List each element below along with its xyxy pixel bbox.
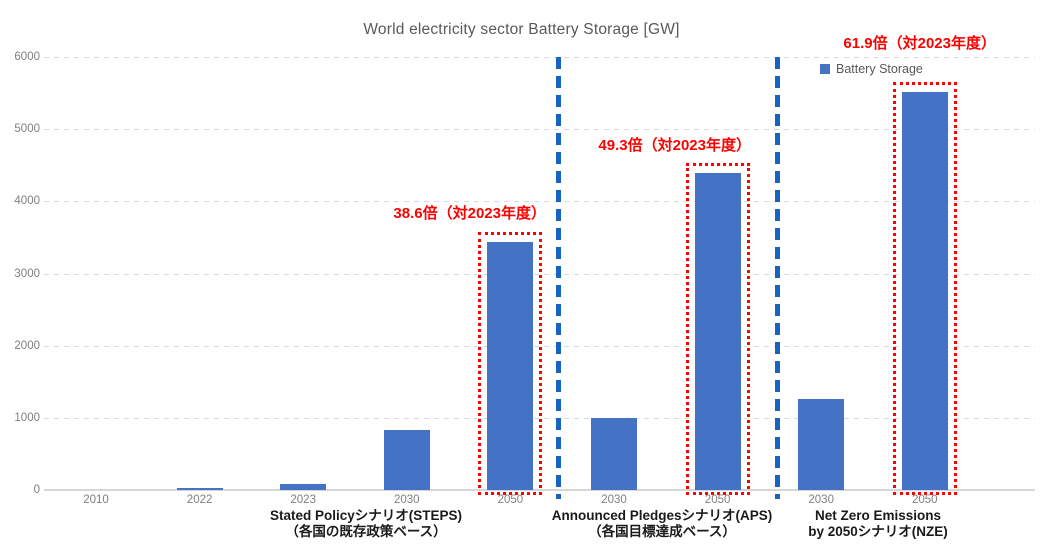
x-tick-label: 2030	[808, 494, 834, 506]
bar-nze-2050	[901, 92, 948, 490]
bar-aps-2030	[591, 417, 637, 490]
y-tick-label: 3000	[14, 267, 40, 280]
x-tick-label: 2022	[186, 494, 213, 506]
x-tick-label: 2050	[497, 494, 524, 506]
legend: Battery Storage	[820, 62, 923, 76]
highlight-box-nze-2050	[892, 82, 957, 495]
annotation-ratio-steps: 38.6倍（対2023年度）	[393, 205, 546, 222]
legend-swatch-icon	[820, 64, 830, 74]
bar-steps-2023	[280, 483, 327, 490]
bar-aps-2050	[694, 173, 741, 490]
y-tick-label: 5000	[14, 123, 40, 136]
highlight-box-steps-2050	[478, 232, 543, 495]
x-tick-label: 2030	[601, 494, 627, 506]
group-label-line: by 2050シナリオ(NZE)	[808, 523, 948, 539]
bar-steps-2050	[487, 242, 534, 490]
group-label-line: （各国の既存政策ベース）	[285, 523, 447, 539]
group-label-line: Announced Pledgesシナリオ(APS)	[551, 508, 773, 523]
legend-label: Battery Storage	[836, 62, 923, 76]
scenario-separator-line	[555, 57, 561, 499]
gridline	[44, 129, 1035, 131]
highlight-box-aps-2050	[685, 163, 750, 495]
group-label-line: （各国目標達成ベース）	[588, 523, 736, 539]
chart-title: World electricity sector Battery Storage…	[363, 21, 680, 38]
x-tick-label: 2030	[394, 494, 420, 506]
annotation-ratio-aps: 49.3倍（対2023年度）	[598, 137, 751, 154]
y-tick-label: 2000	[14, 339, 40, 352]
gridline	[44, 57, 1035, 58]
group-label-line: Stated Policyシナリオ(STEPS)	[269, 508, 463, 523]
scenario-separator-line	[774, 57, 780, 499]
annotation-ratio-nze: 61.9倍（対2023年度）	[843, 35, 996, 52]
y-tick-label: 4000	[14, 195, 40, 208]
group-label-steps: Stated Policyシナリオ(STEPS) （各国の既存政策ベース）	[270, 508, 462, 539]
group-label-aps: Announced Pledgesシナリオ(APS) （各国目標達成ベース）	[552, 508, 773, 539]
x-tick-label: 2010	[83, 494, 109, 506]
x-tick-label: 2050	[912, 494, 938, 506]
group-label-nze: Net Zero Emissions by 2050シナリオ(NZE)	[808, 508, 948, 539]
gridline	[44, 201, 1035, 203]
bar-steps-2022	[176, 487, 223, 490]
y-tick-label: 0	[33, 484, 40, 496]
bar-steps-2030	[383, 430, 430, 490]
group-label-line: Net Zero Emissions	[814, 508, 942, 523]
x-tick-label: 2023	[290, 494, 316, 506]
y-tick-label: 6000	[14, 51, 40, 63]
x-tick-label: 2050	[704, 494, 731, 506]
bar-nze-2030	[798, 399, 845, 490]
y-tick-label: 1000	[14, 411, 40, 424]
